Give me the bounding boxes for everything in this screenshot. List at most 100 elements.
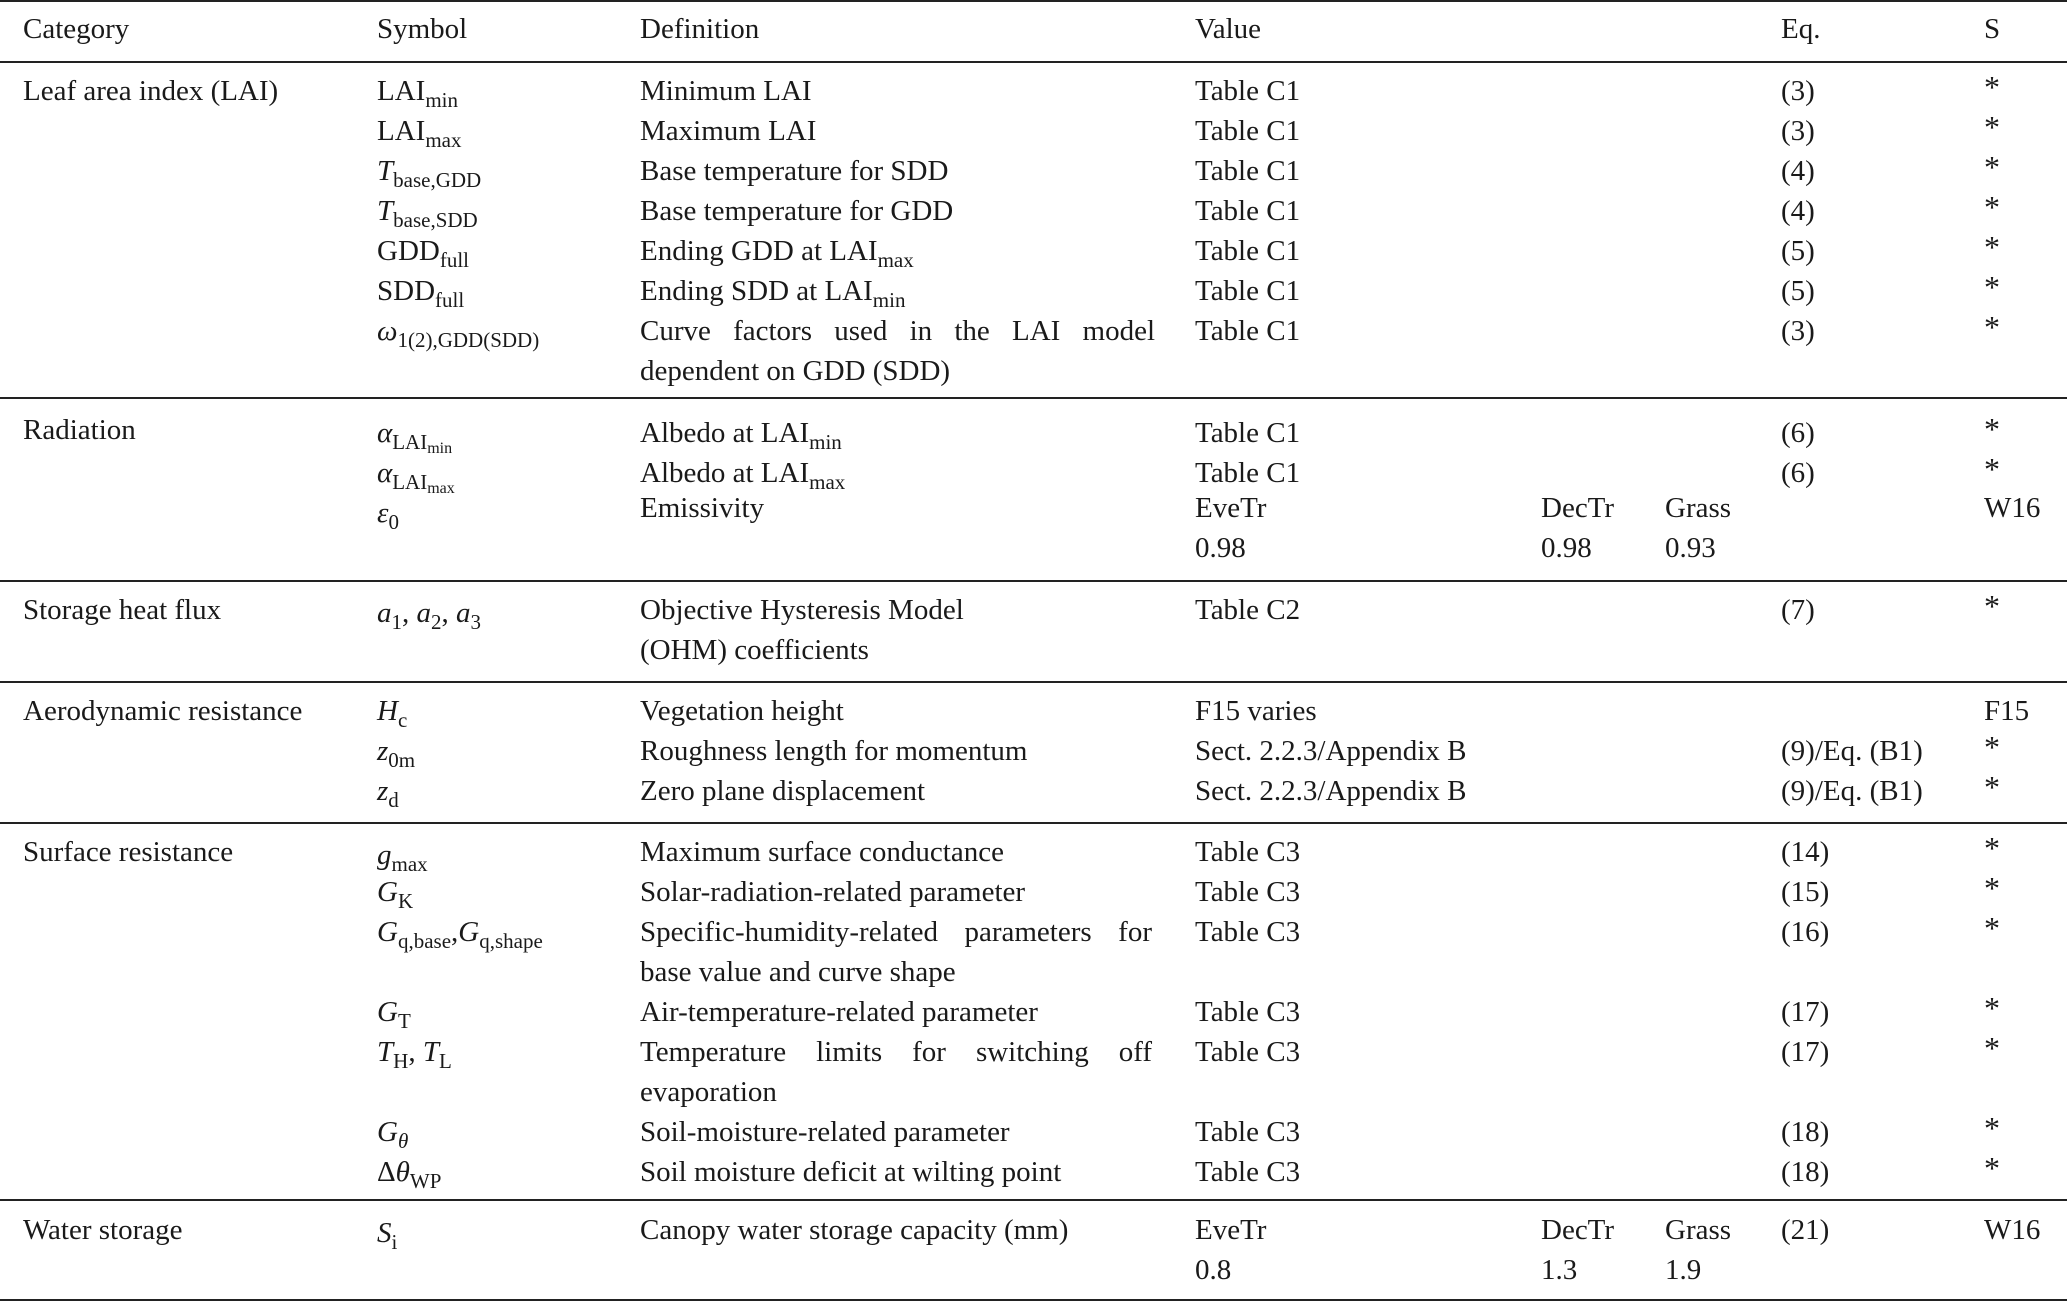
source-cell: *: [1984, 109, 2000, 145]
symbol-g-max: gmax: [377, 839, 428, 876]
symbol-g-t: GT: [377, 996, 411, 1033]
category-lai: Leaf area index (LAI): [23, 75, 279, 107]
value-dectr-label: DecTr: [1541, 1214, 1615, 1246]
eq-cell: (18): [1781, 1156, 1830, 1188]
header-rule: [0, 61, 2067, 63]
definition-text: Albedo at LAI: [640, 417, 810, 449]
source-cell: *: [1984, 910, 2000, 946]
header-value: Value: [1195, 13, 1262, 45]
source-cell: *: [1984, 269, 2000, 305]
eq-cell: (9)/Eq. (B1): [1781, 735, 1923, 767]
symbol-z0m: z0m: [377, 735, 416, 772]
header-s: S: [1984, 13, 2001, 45]
section-rule: [0, 397, 2067, 399]
source-cell: *: [1984, 69, 2000, 105]
value-evetr: 0.8: [1195, 1254, 1232, 1286]
value-grass: 0.93: [1665, 532, 1716, 564]
eq-cell: (4): [1781, 195, 1815, 227]
symbol-th-tl: TH, TL: [377, 1036, 452, 1073]
value-evetr-label: EveTr: [1195, 492, 1267, 524]
value-evetr: 0.98: [1195, 532, 1246, 564]
symbol-lai-max: LAImax: [377, 115, 462, 152]
symbol-gdd-full: GDDfull: [377, 235, 470, 272]
bottom-rule: [0, 1299, 2067, 1301]
value-cell: Table C1: [1195, 155, 1301, 187]
symbol-sdd-full: SDDfull: [377, 275, 465, 312]
definition-cell: Emissivity: [640, 492, 765, 524]
eq-cell: (5): [1781, 275, 1815, 307]
definition-cell: Zero plane displacement: [640, 775, 926, 807]
header-symbol: Symbol: [377, 13, 468, 45]
definition-cell: Minimum LAI: [640, 75, 812, 107]
section-rule: [0, 822, 2067, 824]
category-water-storage: Water storage: [23, 1214, 183, 1246]
value-cell: Table C3: [1195, 1156, 1301, 1188]
definition-text: Ending GDD at LAI: [640, 235, 878, 267]
section-rule: [0, 580, 2067, 582]
value-cell: Table C1: [1195, 315, 1301, 347]
symbol-hc: Hc: [377, 695, 408, 732]
symbol-delta-theta-wp: ΔθWP: [377, 1156, 442, 1193]
source-cell: *: [1984, 229, 2000, 265]
eq-cell: (18): [1781, 1116, 1830, 1148]
eq-cell: (15): [1781, 876, 1830, 908]
header-category: Category: [23, 13, 130, 45]
definition-cell: Temperature limits for switching off eva…: [640, 1036, 1152, 1108]
value-cell: Table C1: [1195, 457, 1301, 489]
source-cell: W16: [1984, 1214, 2041, 1246]
eq-cell: (14): [1781, 836, 1830, 868]
value-cell: Table C3: [1195, 876, 1301, 908]
value-grass-label: Grass: [1665, 492, 1732, 524]
definition-cell: Roughness length for momentum: [640, 735, 1028, 767]
header-definition: Definition: [640, 13, 760, 45]
definition-cell: Objective Hysteresis Model: [640, 594, 964, 626]
definition-cell: Canopy water storage capacity (mm): [640, 1214, 1069, 1246]
symbol-t-base-sdd: Tbase,SDD: [377, 195, 478, 232]
eq-cell: (7): [1781, 594, 1815, 626]
source-cell: *: [1984, 830, 2000, 866]
definition-cell: Soil moisture deficit at wilting point: [640, 1156, 1062, 1188]
eq-cell: (17): [1781, 996, 1830, 1028]
value-cell: Table C3: [1195, 1036, 1301, 1068]
header-eq: Eq.: [1781, 13, 1821, 45]
source-cell: *: [1984, 1110, 2000, 1146]
section-rule: [0, 681, 2067, 683]
source-cell: *: [1984, 411, 2000, 447]
symbol-g-q: Gq,base,Gq,shape: [377, 916, 543, 953]
definition-cell: Maximum surface conductance: [640, 836, 1004, 868]
value-cell: Table C3: [1195, 916, 1301, 948]
value-evetr-label: EveTr: [1195, 1214, 1267, 1246]
category-radiation: Radiation: [23, 414, 136, 446]
eq-cell: (16): [1781, 916, 1830, 948]
value-cell: Table C3: [1195, 996, 1301, 1028]
value-cell: Table C3: [1195, 836, 1301, 868]
source-cell: *: [1984, 149, 2000, 185]
source-cell: F15: [1984, 695, 2030, 727]
category-surface-resistance: Surface resistance: [23, 836, 234, 868]
symbol-a-coefficients: a1, a2, a3: [377, 597, 481, 634]
source-cell: *: [1984, 451, 2000, 487]
value-cell: Table C1: [1195, 275, 1301, 307]
symbol-alpha-lai-max: αLAImax: [377, 457, 455, 497]
eq-cell: (3): [1781, 315, 1815, 347]
source-cell: W16: [1984, 492, 2041, 524]
definition-cell: Specific-humidity-related parameters for…: [640, 916, 1152, 988]
definition-cell: Albedo at LAImin: [640, 417, 842, 454]
value-cell: Sect. 2.2.3/Appendix B: [1195, 775, 1467, 807]
source-cell: *: [1984, 729, 2000, 765]
definition-cell: Base temperature for GDD: [640, 195, 954, 227]
eq-cell: (4): [1781, 155, 1815, 187]
definition-cell: Base temperature for SDD: [640, 155, 949, 187]
value-cell: Table C1: [1195, 195, 1301, 227]
symbol-g-theta: Gθ: [377, 1116, 409, 1153]
value-grass: 1.9: [1665, 1254, 1702, 1286]
value-cell: Table C2: [1195, 594, 1301, 626]
definition-cell: Ending GDD at LAImax: [640, 235, 914, 272]
source-cell: *: [1984, 769, 2000, 805]
source-cell: *: [1984, 1030, 2000, 1066]
definition-text: Albedo at LAI: [640, 457, 810, 489]
value-cell: Sect. 2.2.3/Appendix B: [1195, 735, 1467, 767]
eq-cell: (6): [1781, 457, 1815, 489]
source-cell: *: [1984, 870, 2000, 906]
